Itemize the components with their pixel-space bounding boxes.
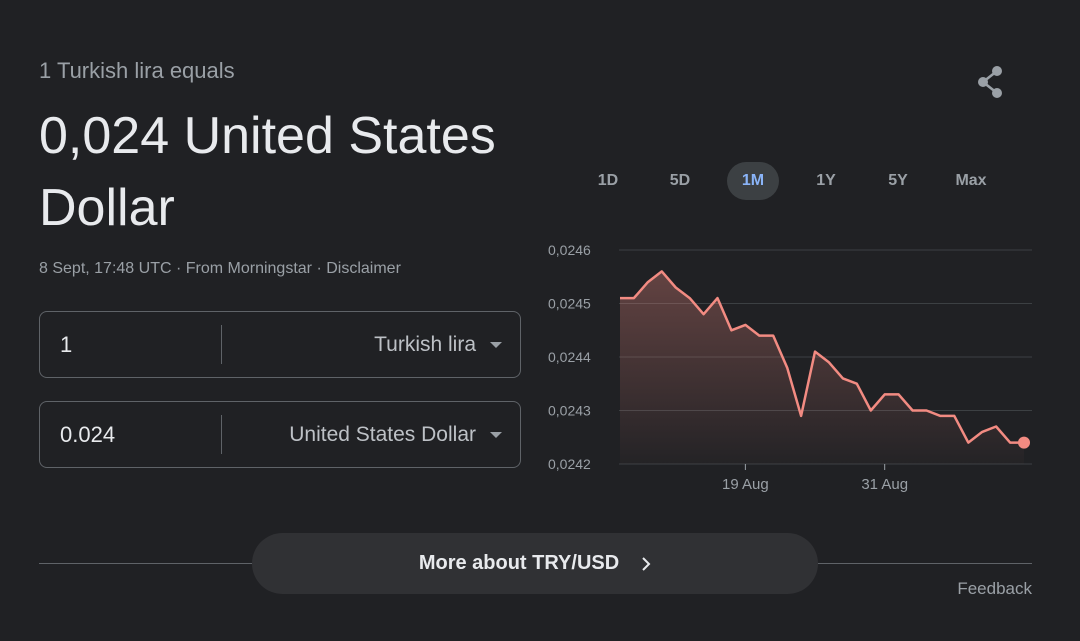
data-point [702,312,706,316]
data-point [716,296,720,300]
disclaimer-link[interactable]: Disclaimer [326,260,401,277]
data-point [813,350,817,354]
data-point [785,366,789,370]
time-range-tabs: 1D 5D 1M 1Y 5Y Max [572,162,1006,200]
data-point [799,414,803,418]
feedback-link[interactable]: Feedback [957,579,1032,598]
data-point [827,360,831,364]
tab-1y[interactable]: 1Y [816,172,836,189]
current-value-dot [1018,436,1030,449]
series-line [620,270,1024,444]
to-amount-input[interactable] [60,402,210,467]
data-point [841,376,845,380]
divider-right [818,563,1032,564]
data-point [897,392,901,396]
x-tick-label: 31 Aug [861,476,908,493]
chevron-right-icon [641,556,651,572]
data-point [980,430,984,434]
data-point [660,269,664,273]
conversion-result: 0,024 United States Dollar [39,107,496,237]
tab-5y[interactable]: 5Y [888,172,908,189]
divider-left [39,563,252,564]
data-point [869,409,873,413]
to-currency-select[interactable]: United States Dollar [222,402,520,467]
data-point [952,414,956,418]
data-point [994,425,998,429]
equals-label: 1 Turkish lira equals [39,58,235,83]
y-tick-label: 0,0243 [548,403,591,419]
exchange-rate-chart: 0,0246 0,0245 0,0244 0,0243 0,0242 19 Aug 31 A… [548,242,1032,493]
source-link[interactable]: From Morningstar [185,260,312,277]
from-amount-input[interactable] [60,312,210,377]
y-tick-label: 0,0245 [548,296,591,312]
share-icon [978,66,1002,98]
share-button[interactable] [968,60,1012,104]
to-currency-box: United States Dollar [39,401,521,468]
y-tick-label: 0,0244 [548,349,591,365]
field-divider [221,325,222,364]
caret-down-icon [490,341,502,348]
data-point [855,382,859,386]
x-tick-label: 19 Aug [722,476,769,493]
data-point [1008,441,1012,445]
data-point [743,323,747,327]
meta-line: 8 Sept, 17:48 UTC · From Morningstar · D… [39,260,401,278]
data-point [674,285,678,289]
data-point [883,392,887,396]
tab-max[interactable]: Max [955,172,987,189]
caret-down-icon [490,431,502,438]
data-point [938,414,942,418]
data-point [632,296,636,300]
data-point [688,296,692,300]
data-point [911,409,915,413]
y-tick-label: 0,0246 [548,242,591,258]
more-about-button[interactable]: More about TRY/USD [252,533,818,594]
data-point [618,296,622,300]
from-currency-label: Turkish lira [374,332,476,356]
timestamp: 8 Sept, 17:48 UTC [39,260,172,277]
meta-separator: · [316,260,322,277]
tab-5d[interactable]: 5D [669,172,691,189]
area-fill [620,271,1024,464]
data-point [729,328,733,332]
data-point [757,334,761,338]
data-point [771,334,775,338]
more-about-label: More about TRY/USD [418,552,620,574]
data-point [966,441,970,445]
from-currency-select[interactable]: Turkish lira [222,312,520,377]
field-divider [221,415,222,454]
data-point [924,409,928,413]
from-currency-box: Turkish lira [39,311,521,378]
tab-1d[interactable]: 1D [597,172,619,189]
tab-1m[interactable]: 1M [727,162,779,200]
to-currency-label: United States Dollar [289,422,476,446]
y-tick-label: 0,0242 [548,456,591,472]
meta-separator: · [175,260,182,277]
data-point [646,280,650,284]
